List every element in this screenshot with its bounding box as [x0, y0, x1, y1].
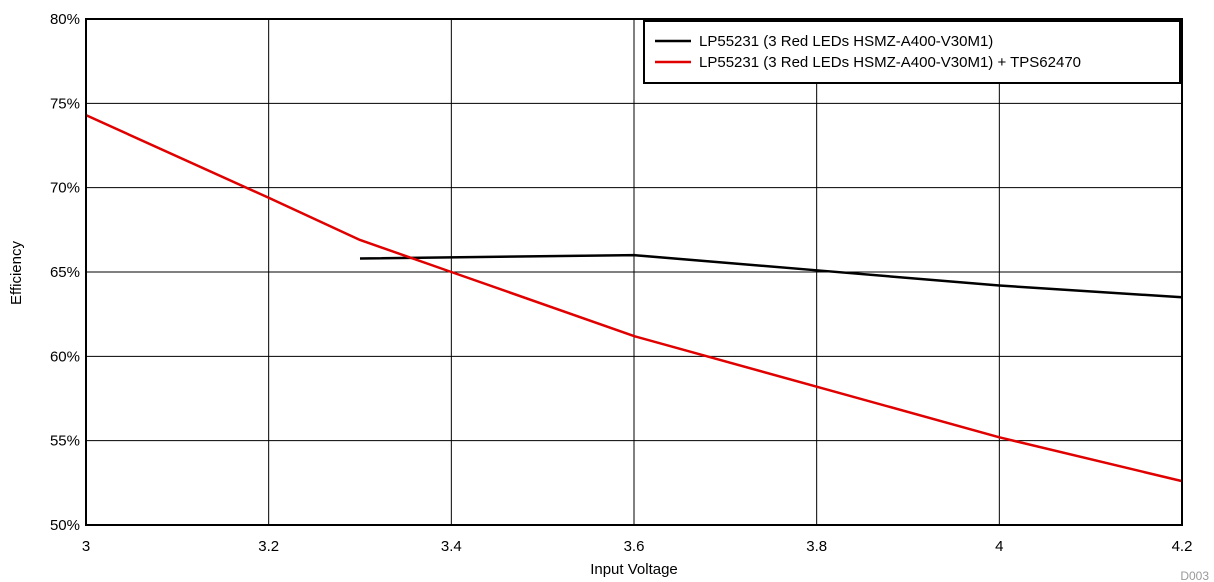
- x-tick-labels: 3 3.2 3.4 3.6 3.8 4 4.2: [82, 538, 1193, 555]
- x-tick-label: 3: [82, 538, 90, 555]
- x-tick-label: 3.6: [624, 538, 645, 555]
- legend: LP55231 (3 Red LEDs HSMZ-A400-V30M1) LP5…: [643, 20, 1181, 84]
- y-tick-label: 75%: [50, 95, 80, 112]
- y-tick-labels: 50% 55% 60% 65% 70% 75% 80%: [50, 11, 80, 534]
- y-tick-label: 55%: [50, 433, 80, 450]
- y-tick-label: 80%: [50, 11, 80, 28]
- y-tick-label: 60%: [50, 348, 80, 365]
- y-tick-label: 50%: [50, 517, 80, 534]
- x-tick-label: 3.8: [806, 538, 827, 555]
- x-tick-label: 4: [995, 538, 1003, 555]
- series-line-2: [85, 114, 1183, 483]
- x-tick-label: 3.2: [258, 538, 279, 555]
- plot-frame: [85, 18, 1183, 526]
- legend-label-series-1: LP55231 (3 Red LEDs HSMZ-A400-V30M1): [699, 33, 993, 50]
- y-axis-title: Efficiency: [8, 241, 25, 305]
- legend-box: [643, 20, 1181, 84]
- x-axis-title: Input Voltage: [590, 561, 678, 578]
- figure-id: D003: [1180, 569, 1209, 582]
- y-tick-label: 70%: [50, 180, 80, 197]
- y-tick-label: 65%: [50, 264, 80, 281]
- x-tick-label: 3.4: [441, 538, 462, 555]
- series-lines: [85, 114, 1183, 483]
- x-tick-label: 4.2: [1172, 538, 1193, 555]
- legend-label-series-2: LP55231 (3 Red LEDs HSMZ-A400-V30M1) + T…: [699, 54, 1081, 71]
